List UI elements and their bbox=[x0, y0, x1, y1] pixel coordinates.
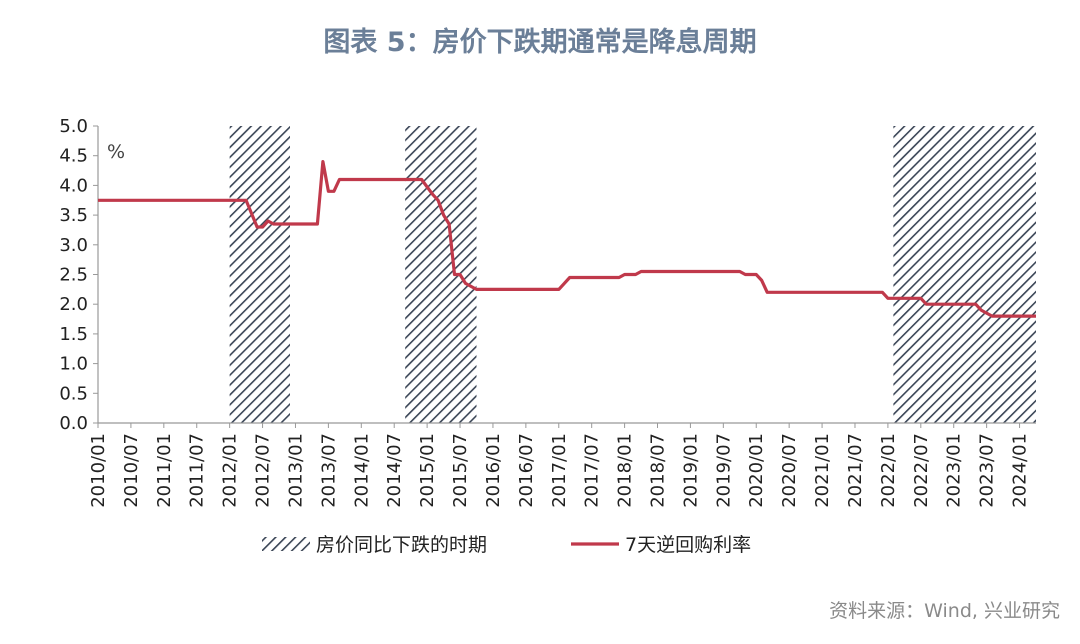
axes bbox=[93, 125, 1036, 428]
source-note: 资料来源：Wind, 兴业研究 bbox=[829, 600, 1060, 622]
x-tick-label: 2014/01 bbox=[351, 433, 372, 508]
x-tick-label: 2022/07 bbox=[911, 433, 932, 508]
legend-swatch-shaded bbox=[262, 537, 310, 551]
x-tick-label: 2014/07 bbox=[384, 433, 405, 508]
series-line-7-day-reverse-repo bbox=[98, 160, 1036, 318]
x-tick-label: 2023/01 bbox=[944, 433, 965, 508]
x-tick-labels: 2010/01 2010/07 2011/01 2011/07 2012/01 2012/… bbox=[88, 433, 1031, 508]
legend-label-shaded: 房价同比下跌的时期 bbox=[316, 534, 487, 556]
x-tick-label: 2012/01 bbox=[220, 433, 241, 508]
x-tick-label: 2015/07 bbox=[450, 433, 471, 508]
x-tick-label: 2017/01 bbox=[549, 433, 570, 508]
x-tick-label: 2021/01 bbox=[812, 433, 833, 508]
x-tick-label: 2016/07 bbox=[516, 433, 537, 508]
y-tick-label: 0.0 bbox=[59, 413, 88, 434]
chart-title: 图表 5：房价下跌期通常是降息周期 bbox=[323, 27, 757, 58]
y-tick-label: 0.5 bbox=[59, 383, 88, 404]
x-tick-label: 2023/07 bbox=[977, 433, 998, 508]
x-tick-label: 2018/07 bbox=[648, 433, 669, 508]
x-tick-label: 2010/07 bbox=[121, 433, 142, 508]
x-tick-label: 2021/07 bbox=[845, 433, 866, 508]
y-unit-label: % bbox=[107, 141, 125, 163]
x-tick-label: 2020/07 bbox=[779, 433, 800, 508]
shaded-periods bbox=[229, 126, 1036, 423]
y-tick-label: 4.5 bbox=[59, 146, 88, 167]
x-tick-label: 2024/01 bbox=[1010, 433, 1031, 508]
y-tick-label: 2.0 bbox=[59, 294, 88, 315]
x-tick-label: 2017/07 bbox=[582, 433, 603, 508]
x-tick-label: 2019/07 bbox=[713, 433, 734, 508]
legend-label-line: 7天逆回购利率 bbox=[625, 534, 751, 556]
y-tick-label: 2.5 bbox=[59, 265, 88, 286]
x-tick-label: 2018/01 bbox=[615, 433, 636, 508]
shaded-period-2 bbox=[405, 126, 477, 423]
x-tick-label: 2015/01 bbox=[417, 433, 438, 508]
x-tick-label: 2020/01 bbox=[746, 433, 767, 508]
x-tick-label: 2022/01 bbox=[878, 433, 899, 508]
y-tick-label: 1.5 bbox=[59, 324, 88, 345]
x-tick-label: 2013/07 bbox=[318, 433, 339, 508]
x-tick-label: 2016/01 bbox=[483, 433, 504, 508]
y-tick-label: 3.5 bbox=[59, 205, 88, 226]
x-tick-label: 2019/01 bbox=[680, 433, 701, 508]
x-tick-label: 2010/01 bbox=[88, 433, 109, 508]
x-tick-label: 2013/01 bbox=[285, 433, 306, 508]
y-tick-label: 1.0 bbox=[59, 354, 88, 375]
legend: 房价同比下跌的时期 7天逆回购利率 bbox=[262, 534, 751, 556]
shaded-period-3 bbox=[893, 126, 1036, 423]
y-tick-label: 3.0 bbox=[59, 235, 88, 256]
x-tick-label: 2011/01 bbox=[154, 433, 175, 508]
y-tick-label: 5.0 bbox=[59, 116, 88, 137]
y-tick-label: 4.0 bbox=[59, 175, 88, 196]
y-tick-labels: 0.0 0.5 1.0 1.5 2.0 2.5 3.0 3.5 4.0 4.5 5.0 bbox=[59, 116, 88, 434]
shaded-period-1 bbox=[229, 126, 290, 423]
x-tick-label: 2011/07 bbox=[187, 433, 208, 508]
x-tick-label: 2012/07 bbox=[253, 433, 274, 508]
